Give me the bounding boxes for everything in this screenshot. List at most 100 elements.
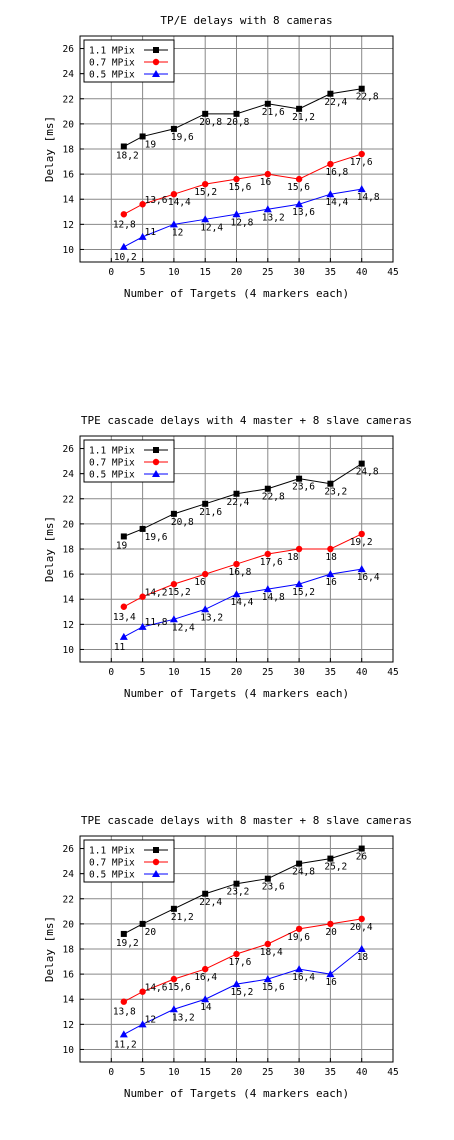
data-point-circle [358,530,365,538]
data-point-triangle [295,580,304,588]
data-label: 12,8 [113,219,136,230]
y-tick-label: 18 [63,945,75,956]
data-label: 19,6 [287,932,310,943]
x-tick-label: 30 [293,1067,305,1078]
data-point-circle [233,175,240,183]
chart-cascade-8-master: TPE cascade delays with 8 master + 8 sla… [43,814,412,1100]
data-label: 20,8 [227,117,250,128]
y-tick-label: 10 [63,645,75,656]
y-tick-label: 10 [63,1045,75,1056]
data-point-triangle [201,215,210,223]
data-label: 24,8 [356,467,379,478]
data-point-triangle [263,585,272,593]
data-point-circle [327,920,334,928]
data-label: 19 [116,540,128,551]
data-point-square [358,85,365,92]
data-point-triangle [232,980,241,988]
legend-label: 0.7 MPix [89,58,135,69]
data-label: 18 [357,952,369,963]
x-axis-label: Number of Targets (4 markers each) [124,1087,349,1100]
data-point-triangle [119,242,128,250]
data-label: 14,8 [357,192,380,203]
data-label: 13,6 [145,195,168,206]
data-label: 10,2 [114,252,137,263]
legend-label: 0.5 MPix [89,470,135,481]
data-label: 18,2 [116,150,139,161]
chart-tpe-8-cameras: TP/E delays with 8 cameras 0 5 10 15 20 25 30 35… [43,14,399,300]
data-label: 12,4 [172,622,195,633]
x-tick-label: 45 [387,267,398,278]
y-tick-label: 18 [63,545,75,556]
data-point-square [233,110,240,117]
data-point-circle [152,58,160,66]
legend-label: 0.7 MPix [89,858,135,869]
data-point-circle [170,580,178,588]
data-point-circle [295,925,303,933]
y-tick-label: 12 [63,1020,74,1031]
data-point-square [170,905,177,912]
x-tick-label: 35 [325,267,336,278]
data-label: 16 [325,977,337,988]
y-axis-label: Delay [ms] [43,116,56,182]
data-point-square [264,100,271,107]
data-label: 15,2 [194,187,217,198]
x-tick-label: 10 [168,267,180,278]
data-point-triangle [152,70,160,77]
series-0-7-mpix: 13,814,6 15,616,417,618,419,6 20 20,4 [113,915,373,1018]
data-label: 16 [260,177,272,188]
y-tick-label: 10 [63,245,75,256]
data-point-triangle [138,622,147,630]
data-point-square [233,880,240,887]
data-point-square [120,533,127,540]
x-tick-label: 15 [199,1067,210,1078]
data-point-triangle [138,232,147,240]
y-tick-label: 14 [63,995,75,1006]
data-point-circle [139,988,146,995]
x-tick-label: 15 [199,267,210,278]
y-tick-label: 18 [63,145,75,156]
data-label: 18 [287,552,299,563]
data-label: 18,4 [260,947,283,958]
data-label: 20,4 [350,922,373,933]
data-point-triangle [357,945,366,952]
data-point-square [296,475,303,482]
data-point-circle [233,560,240,568]
x-tick-label: 0 [108,1067,114,1078]
data-point-circle [120,998,128,1005]
data-point-square [139,525,146,532]
data-label: 22,4 [227,497,250,508]
x-tick-label: 10 [168,667,180,678]
data-label: 12 [145,1014,156,1025]
data-point-square [233,490,240,497]
data-point-square [120,143,127,150]
data-point-triangle [295,965,304,973]
data-label: 23,2 [324,487,347,498]
data-label: 14,4 [168,197,191,208]
data-label: 14,4 [231,597,254,608]
data-point-circle [202,965,209,973]
data-label: 21,6 [262,107,285,118]
data-point-triangle [169,615,178,623]
data-label: 24,8 [292,867,315,878]
data-label: 16,4 [357,572,380,583]
data-point-circle [202,570,209,578]
x-tick-label: 30 [293,267,305,278]
data-point-square [170,510,177,517]
data-point-triangle [326,190,335,198]
chart-cascade-4-master: TPE cascade delays with 4 master + 8 sla… [43,414,412,700]
data-point-triangle [119,632,128,640]
data-point-circle [170,975,178,983]
x-tick-label: 40 [356,667,368,678]
data-point-square [153,447,159,453]
x-tick-label: 25 [262,267,273,278]
x-tick-label: 20 [231,1067,243,1078]
y-tick-label: 14 [63,195,75,206]
data-point-triangle [138,1020,147,1028]
x-tick-label: 40 [356,267,368,278]
data-point-square [264,875,271,882]
data-point-circle [264,170,271,178]
data-label: 22,8 [262,492,285,503]
data-point-triangle [357,185,366,193]
